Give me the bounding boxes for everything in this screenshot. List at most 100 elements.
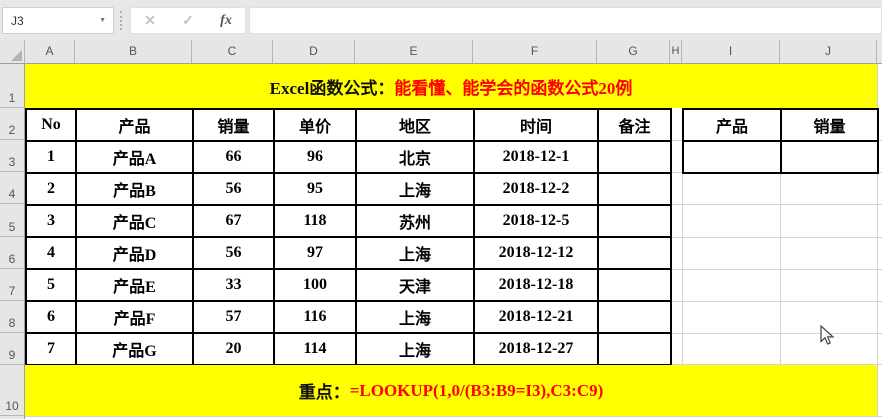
cell[interactable]: 苏州 [355,204,475,238]
formula-bar-input[interactable] [249,7,882,34]
cell[interactable]: 56 [192,236,275,270]
row-header-1[interactable]: 1 [0,64,24,108]
formula-buttons: ✕ ✓ fx [130,7,246,34]
cell[interactable]: 2018-12-21 [473,300,599,334]
column-header-j[interactable]: J [780,40,877,63]
column-header-a[interactable]: A [25,40,75,63]
lookup-header-product[interactable]: 产品 [682,108,782,142]
gridline [670,204,882,205]
cell[interactable]: 北京 [355,140,475,174]
cell[interactable]: 2018-12-12 [473,236,599,270]
cell[interactable]: 产品F [75,300,194,334]
cell[interactable] [597,140,672,174]
cell[interactable]: 100 [273,268,357,302]
cancel-entry-icon[interactable]: ✕ [144,12,156,28]
lookup-result-cell[interactable] [780,140,879,174]
cell[interactable]: 上海 [355,236,475,270]
confirm-entry-icon[interactable]: ✓ [182,12,194,28]
cell[interactable] [597,268,672,302]
cell[interactable]: 产品B [75,172,194,206]
row-header-4[interactable]: 4 [0,172,24,204]
insert-function-icon[interactable]: fx [220,12,232,28]
row-header-7[interactable]: 7 [0,269,24,301]
title-banner[interactable]: Excel函数公式： 能看懂、能学会的函数公式20例 [25,64,877,108]
cell[interactable] [597,332,672,366]
cell[interactable]: 2 [25,172,77,206]
table-row: 6 产品F 57 116 上海 2018-12-21 [25,300,672,334]
header-cell-price[interactable]: 单价 [273,108,357,142]
header-cell-product[interactable]: 产品 [75,108,194,142]
row-header-6[interactable]: 6 [0,237,24,269]
column-header-f[interactable]: F [473,40,597,63]
formula-toolbar: J3 ▼ ✕ ✓ fx [0,0,882,40]
cell[interactable]: 2018-12-1 [473,140,599,174]
row-header-9[interactable]: 9 [0,333,24,365]
cell[interactable]: 20 [192,332,275,366]
row-header-2[interactable]: 2 [0,108,24,140]
row-header-3[interactable]: 3 [0,140,24,172]
cell[interactable]: 4 [25,236,77,270]
column-header-e[interactable]: E [355,40,473,63]
cell[interactable]: 33 [192,268,275,302]
header-cell-no[interactable]: No [25,108,77,142]
lookup-header-sales[interactable]: 销量 [780,108,879,142]
cell[interactable]: 产品E [75,268,194,302]
cell[interactable]: 2018-12-27 [473,332,599,366]
cell[interactable]: 2018-12-2 [473,172,599,206]
cell[interactable]: 57 [192,300,275,334]
table-row: 3 产品C 67 118 苏州 2018-12-5 [25,204,672,238]
header-cell-time[interactable]: 时间 [473,108,599,142]
cell[interactable]: 3 [25,204,77,238]
formula-banner[interactable]: 重点： =LOOKUP(1,0/(B3:B9=I3),C3:C9) [25,365,877,416]
cell[interactable]: 5 [25,268,77,302]
cell[interactable]: 97 [273,236,357,270]
cell[interactable]: 6 [25,300,77,334]
cell[interactable]: 1 [25,140,77,174]
column-header-b[interactable]: B [75,40,192,63]
cell[interactable]: 天津 [355,268,475,302]
column-header-i[interactable]: I [682,40,780,63]
cell[interactable]: 产品A [75,140,194,174]
chevron-down-icon[interactable]: ▼ [99,17,106,24]
cell[interactable]: 118 [273,204,357,238]
column-header-h[interactable]: H [670,40,682,63]
cell[interactable]: 114 [273,332,357,366]
row-header-8[interactable]: 8 [0,301,24,333]
header-cell-region[interactable]: 地区 [355,108,475,142]
name-box[interactable]: J3 ▼ [2,7,114,34]
cell[interactable]: 上海 [355,172,475,206]
cell[interactable] [597,300,672,334]
cell[interactable]: 2018-12-18 [473,268,599,302]
header-cell-sales[interactable]: 销量 [192,108,275,142]
cell[interactable]: 7 [25,332,77,366]
column-header-c[interactable]: C [192,40,273,63]
cell[interactable]: 96 [273,140,357,174]
cell[interactable]: 67 [192,204,275,238]
cell[interactable] [597,172,672,206]
header-cell-remark[interactable]: 备注 [597,108,672,142]
lookup-product-cell[interactable] [682,140,782,174]
formula-text: =LOOKUP(1,0/(B3:B9=I3),C3:C9) [349,380,604,400]
cell[interactable]: 95 [273,172,357,206]
column-header-g[interactable]: G [597,40,670,63]
column-header-d[interactable]: D [273,40,355,63]
table-row: 1 产品A 66 96 北京 2018-12-1 [25,140,672,174]
row-header-5[interactable]: 5 [0,204,24,237]
cell[interactable]: 56 [192,172,275,206]
cell[interactable]: 上海 [355,300,475,334]
cell[interactable]: 上海 [355,332,475,366]
cell[interactable] [597,204,672,238]
select-all-corner[interactable] [0,40,25,63]
row-header-10[interactable]: 10 [0,365,24,416]
table-row: 7 产品G 20 114 上海 2018-12-27 [25,332,672,366]
cell[interactable]: 产品C [75,204,194,238]
cell[interactable]: 66 [192,140,275,174]
cell[interactable]: 产品D [75,236,194,270]
row-headers: 1 2 3 4 5 6 7 8 9 10 [0,64,25,419]
title-red-text: 能看懂、能学会的函数公式20例 [394,78,633,98]
cell[interactable]: 产品G [75,332,194,366]
cell[interactable]: 116 [273,300,357,334]
lookup-input-row [682,140,879,174]
cell[interactable]: 2018-12-5 [473,204,599,238]
cell[interactable] [597,236,672,270]
